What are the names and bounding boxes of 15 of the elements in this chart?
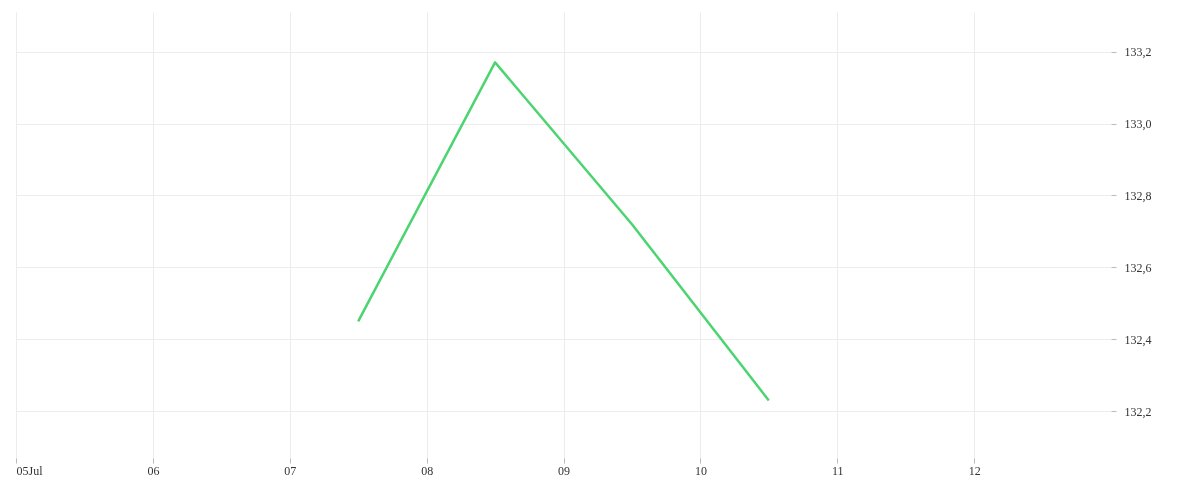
x-tick-label: 12: [968, 463, 981, 478]
line-series: [356, 61, 771, 402]
y-tick-label: 132,4: [1124, 332, 1152, 347]
y-tick-label: 133,0: [1124, 117, 1152, 131]
x-tick-label: 08: [421, 463, 434, 478]
x-tick-label: 11: [831, 463, 844, 478]
x-tick-label: 06: [147, 463, 160, 478]
y-tick-label: 132,8: [1124, 188, 1152, 203]
x-tick-label: 07: [284, 463, 297, 478]
x-tick-label: 05Jul: [16, 463, 44, 478]
x-tick-label: 10: [694, 463, 707, 478]
y-tick-label: 132,2: [1124, 404, 1152, 419]
y-tick-label: 133,2: [1124, 45, 1152, 60]
x-tick-label: 09: [558, 463, 570, 478]
y-tick-label: 132,6: [1124, 260, 1152, 275]
